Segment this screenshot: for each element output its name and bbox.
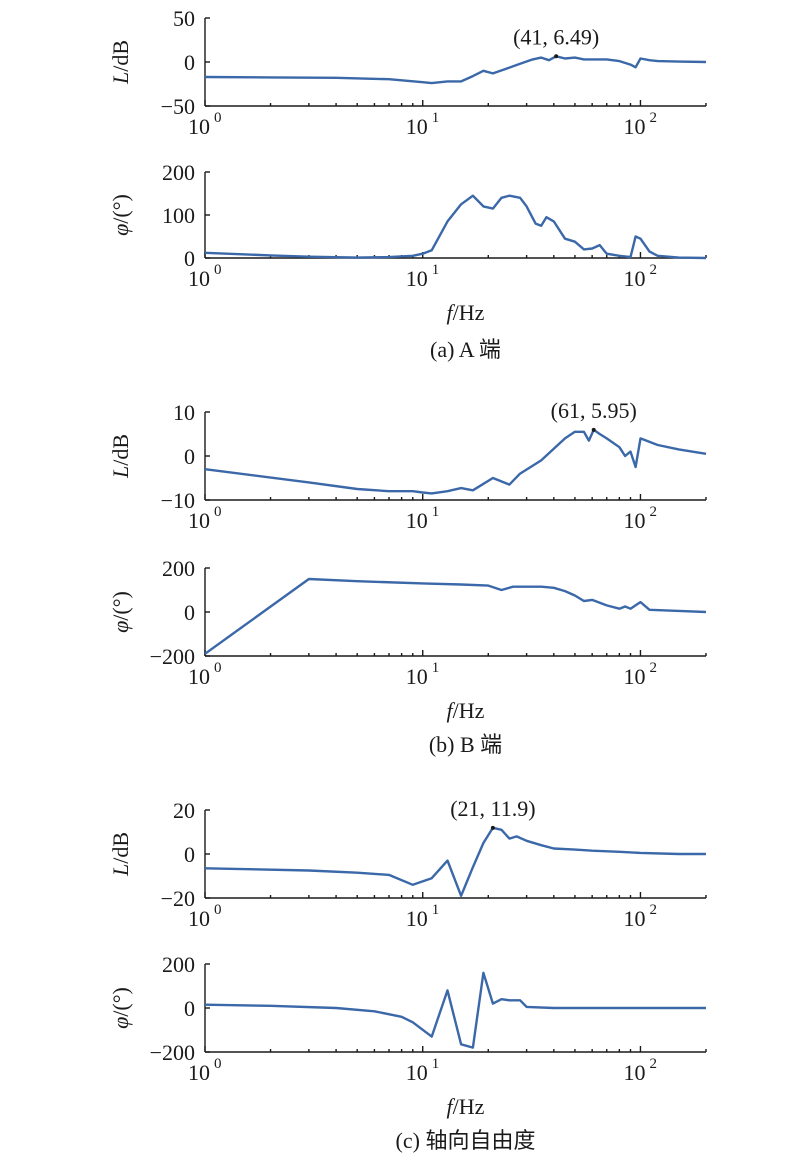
x-axis-label: f/Hz	[447, 1094, 485, 1119]
annotation-point	[591, 427, 596, 432]
x-tick-exponent: 1	[432, 902, 440, 918]
x-tick-exponent: 2	[649, 902, 657, 918]
x-tick-label: 10	[623, 508, 645, 533]
y-tick-label: 20	[173, 798, 195, 823]
series-line-0	[204, 577, 707, 655]
annotation-label: (41, 6.49)	[513, 24, 599, 49]
x-tick-label: 10	[188, 664, 210, 689]
y-tick-label: 0	[184, 444, 195, 469]
y-axis-label: L/dB	[108, 832, 133, 877]
series-line-0	[204, 971, 706, 1049]
y-tick-label: −10	[161, 488, 195, 513]
annotation-point	[554, 54, 559, 59]
y-tick-label: −20	[161, 886, 195, 911]
annotation-label: (21, 11.9)	[450, 796, 535, 821]
x-tick-exponent: 0	[214, 110, 222, 126]
x-tick-label: 10	[406, 906, 428, 931]
figure-caption: (a) A 端	[430, 337, 501, 362]
y-tick-label: 0	[184, 996, 195, 1021]
annotation-label: (61, 5.95)	[551, 398, 637, 423]
x-tick-label: 10	[623, 1060, 645, 1085]
y-tick-label: 0	[184, 600, 195, 625]
y-axis-label: L/dB	[108, 434, 133, 479]
y-tick-label: −50	[161, 94, 195, 119]
x-tick-label: 10	[188, 906, 210, 931]
x-tick-exponent: 1	[432, 262, 440, 278]
x-tick-exponent: 0	[214, 660, 222, 676]
x-tick-label: 10	[406, 508, 428, 533]
x-tick-exponent: 2	[649, 110, 657, 126]
x-tick-exponent: 1	[432, 660, 440, 676]
x-tick-label: 10	[188, 266, 210, 291]
x-tick-label: 10	[406, 114, 428, 139]
x-tick-label: 10	[406, 266, 428, 291]
y-tick-label: 50	[173, 6, 195, 31]
series-line-0	[204, 826, 706, 897]
series-line-0	[204, 194, 707, 260]
y-tick-label: 0	[184, 842, 195, 867]
x-tick-label: 10	[623, 266, 645, 291]
y-tick-label: 200	[162, 556, 195, 581]
x-tick-exponent: 0	[214, 1056, 222, 1072]
y-tick-label: 200	[162, 952, 195, 977]
x-axis-label: f/Hz	[447, 300, 485, 325]
y-axis-label: L/dB	[108, 40, 133, 85]
annotation-point	[490, 825, 495, 830]
y-axis-label: φ/(°)	[108, 987, 133, 1029]
x-tick-exponent: 0	[214, 262, 222, 278]
y-tick-label: 10	[173, 400, 195, 425]
x-axis-label: f/Hz	[447, 698, 485, 723]
y-axis-label: φ/(°)	[108, 591, 133, 633]
x-tick-exponent: 2	[649, 660, 657, 676]
x-tick-label: 10	[623, 114, 645, 139]
x-tick-exponent: 0	[214, 504, 222, 520]
x-tick-exponent: 1	[432, 110, 440, 126]
y-tick-label: 100	[162, 203, 195, 228]
figure-caption: (c) 轴向自由度	[396, 1128, 536, 1153]
x-tick-label: 10	[623, 906, 645, 931]
x-tick-exponent: 0	[214, 902, 222, 918]
figure-caption: (b) B 端	[429, 732, 502, 757]
series-line-0	[204, 55, 707, 85]
x-tick-exponent: 1	[432, 504, 440, 520]
x-tick-label: 10	[188, 1060, 210, 1085]
x-tick-exponent: 2	[649, 1056, 657, 1072]
series-line-0	[204, 428, 707, 495]
x-tick-label: 10	[623, 664, 645, 689]
x-tick-label: 10	[406, 664, 428, 689]
y-tick-label: 200	[162, 160, 195, 185]
x-tick-exponent: 2	[649, 262, 657, 278]
x-tick-label: 10	[406, 1060, 428, 1085]
x-tick-label: 10	[188, 114, 210, 139]
y-axis-label: φ/(°)	[108, 194, 133, 236]
x-tick-label: 10	[188, 508, 210, 533]
y-tick-label: −200	[150, 644, 195, 669]
y-tick-label: −200	[150, 1040, 195, 1065]
y-tick-label: 0	[184, 50, 195, 75]
x-tick-exponent: 2	[649, 504, 657, 520]
x-tick-exponent: 1	[432, 1056, 440, 1072]
y-tick-label: 0	[184, 246, 195, 271]
